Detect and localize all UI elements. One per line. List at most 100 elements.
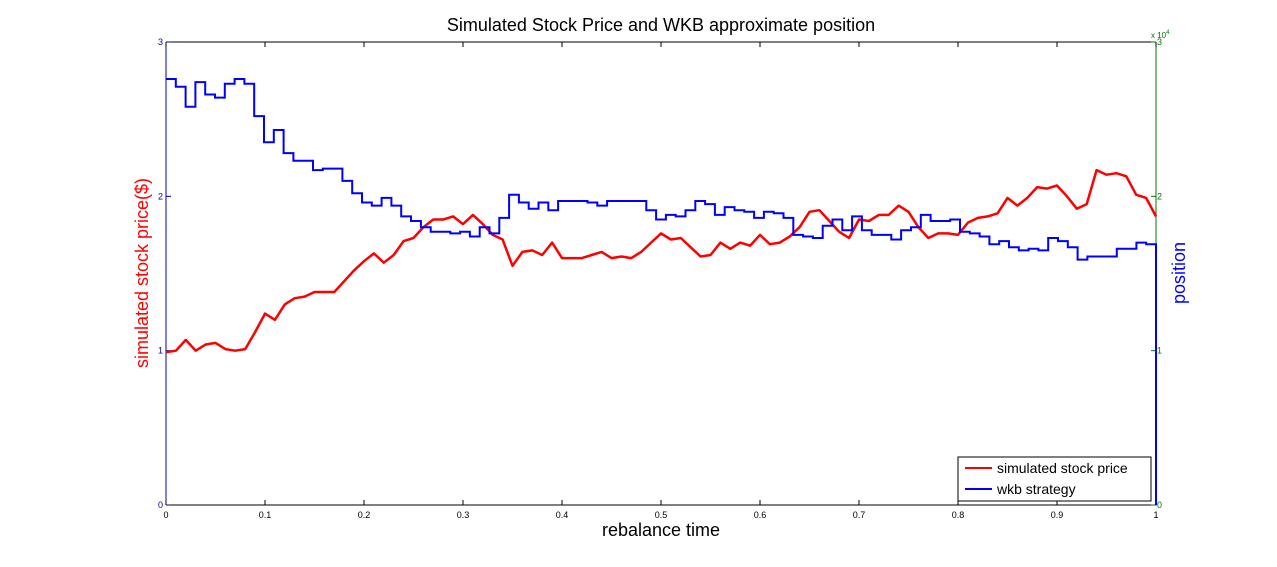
data-point-position — [724, 206, 726, 208]
data-point-position — [988, 243, 991, 245]
data-point-price — [898, 205, 900, 207]
data-point-price — [511, 265, 514, 267]
data-point-position — [332, 168, 334, 170]
x-tick-label: 0.4 — [556, 510, 569, 520]
data-point-price — [977, 217, 979, 219]
y-tick-label-left: 1 — [158, 346, 163, 356]
data-point-position — [792, 234, 794, 236]
data-point-price — [640, 251, 642, 253]
right-axis-multiplier: x 104 — [1151, 30, 1170, 40]
data-point-price — [1135, 194, 1137, 196]
data-point-position — [1018, 249, 1020, 251]
x-tick-label: 0.7 — [853, 510, 866, 520]
data-point-price — [561, 257, 563, 259]
data-point-position — [439, 231, 442, 233]
x-tick-label: 1 — [1153, 510, 1158, 520]
data-point-price — [868, 220, 870, 222]
x-axis-label: rebalance time — [602, 520, 720, 540]
data-point-position — [410, 220, 412, 222]
data-point-position — [361, 201, 363, 204]
data-point-price — [353, 269, 355, 271]
data-point-price — [195, 350, 197, 352]
data-point-price — [205, 343, 207, 346]
data-point-position — [890, 238, 892, 241]
data-point-position — [351, 192, 353, 194]
data-point-price — [521, 251, 524, 253]
data-point-position — [547, 209, 549, 211]
data-point-price — [1016, 205, 1019, 207]
data-point-position — [930, 220, 932, 222]
data-point-price — [759, 234, 761, 236]
data-point-price — [967, 222, 969, 224]
data-point-price — [294, 297, 296, 299]
data-point-price — [739, 242, 741, 244]
data-point-position — [302, 160, 304, 162]
data-point-position — [1047, 237, 1049, 239]
y-tick-label-right: 2 — [1157, 191, 1162, 201]
data-point-price — [601, 251, 603, 253]
data-point-position — [841, 229, 843, 231]
data-point-price — [888, 214, 890, 216]
data-point-position — [998, 240, 1000, 242]
data-point-price — [175, 350, 177, 352]
data-point-price — [591, 254, 593, 256]
data-point-position — [1106, 255, 1108, 258]
data-point-price — [1145, 197, 1147, 199]
data-point-price — [333, 291, 335, 293]
data-point-price — [799, 226, 801, 228]
data-point-position — [910, 226, 912, 228]
legend: simulated stock price wkb strategy — [957, 456, 1152, 502]
data-point-position — [1067, 246, 1069, 248]
data-point-position — [292, 160, 294, 162]
data-point-position — [322, 168, 324, 170]
data-point-price — [709, 254, 712, 256]
data-point-position — [733, 209, 736, 211]
data-point-position — [959, 231, 961, 233]
data-point-position — [851, 215, 853, 217]
data-point-price — [313, 291, 316, 293]
data-point-position — [1037, 249, 1039, 251]
data-point-price — [571, 257, 573, 259]
data-point-price — [690, 246, 692, 248]
data-point-price — [719, 242, 722, 244]
data-point-price — [412, 237, 415, 239]
series — [165, 78, 1158, 506]
data-point-price — [363, 260, 365, 262]
data-point-price — [808, 211, 811, 213]
plot-area — [166, 42, 1156, 505]
data-point-price — [323, 291, 325, 293]
data-point-position — [586, 201, 589, 204]
data-point-price — [452, 215, 454, 217]
data-point-position — [743, 211, 745, 213]
data-point-price — [1046, 188, 1048, 190]
data-point-position — [194, 81, 196, 83]
data-point-price — [393, 254, 395, 256]
data-point-position — [655, 218, 657, 221]
y-axis-label-right: position — [1169, 242, 1189, 304]
data-point-price — [1086, 203, 1088, 205]
data-point-position — [557, 200, 559, 202]
x-tick-label: 0.1 — [259, 510, 272, 520]
data-point-position — [979, 235, 981, 238]
x-tick-label: 0 — [163, 510, 168, 520]
data-point-price — [185, 339, 187, 341]
data-point-price — [502, 238, 504, 241]
data-point-price — [749, 245, 751, 247]
data-point-price — [274, 319, 276, 321]
data-point-price — [284, 303, 286, 305]
data-point-price — [531, 249, 533, 251]
data-point-position — [802, 235, 804, 238]
data-point-price — [630, 257, 632, 259]
data-point-price — [650, 242, 652, 244]
data-point-position — [234, 78, 236, 80]
data-point-position — [626, 200, 628, 202]
data-point-price — [224, 348, 226, 350]
legend-label-position: wkb strategy — [996, 481, 1076, 497]
data-point-position — [1096, 255, 1098, 258]
data-point-price — [878, 214, 880, 216]
data-point-position — [871, 234, 873, 236]
data-point-price — [492, 234, 494, 236]
data-point-position — [812, 237, 814, 239]
